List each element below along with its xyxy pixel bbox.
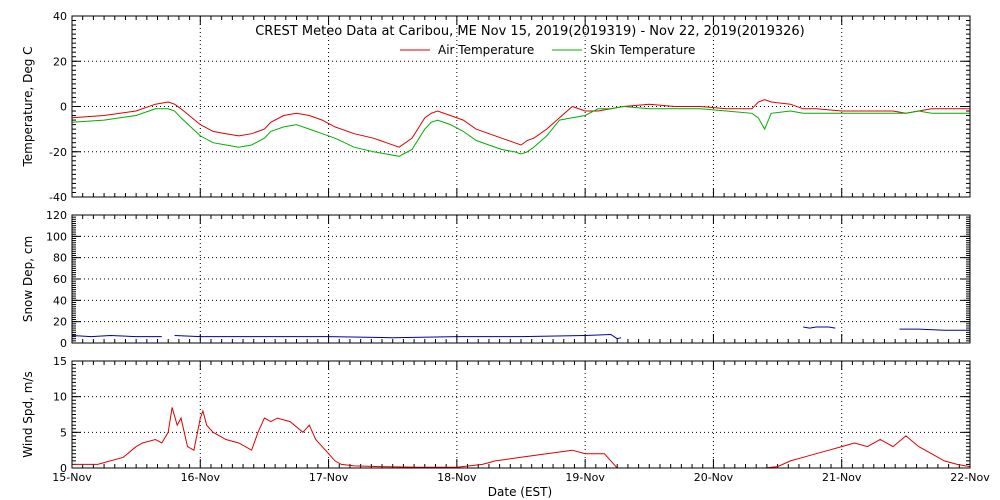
snow-depth-line	[72, 334, 162, 338]
panel-frame	[71, 214, 971, 344]
wind-speed-line	[72, 407, 970, 468]
legend: Air Temperature Skin Temperature	[400, 43, 695, 57]
y-tick-label: 40	[53, 294, 67, 307]
temperature-panel: -40 -20 0 20 40 Temperature, Deg C	[21, 10, 971, 204]
y-tick-label: 20	[53, 316, 67, 329]
x-tick-label: 19-Nov	[565, 471, 605, 484]
x-axis-title: Date (EST)	[488, 485, 552, 499]
snow-depth-panel: 0 20 40 60 80 100 120 Snow Dep, cm	[21, 209, 971, 350]
legend-skin-label: Skin Temperature	[590, 43, 695, 57]
panel-frame	[71, 15, 971, 198]
x-tick-label: 21-Nov	[822, 471, 862, 484]
wind-speed-panel: 0 5 10 15 Wind Spd, m/s 15-Nov 16-Nov 17-Nov 18-…	[21, 355, 990, 484]
y-axis-label: Wind Spd, m/s	[21, 371, 35, 457]
panel-frame	[71, 360, 971, 469]
x-tick-label: 22-Nov	[950, 471, 990, 484]
y-tick-label: 0	[60, 101, 67, 114]
y-tick-label: 100	[46, 230, 67, 243]
y-tick-label: 15	[53, 355, 67, 368]
y-tick-label: 0	[60, 462, 67, 475]
y-tick-label: 120	[46, 209, 67, 222]
air-temperature-line	[72, 99, 970, 148]
y-tick-label: -20	[49, 146, 67, 159]
y-tick-label: 40	[53, 10, 67, 23]
x-tick-label: 16-Nov	[181, 471, 221, 484]
y-tick-label: 5	[60, 426, 67, 439]
snow-depth-line	[803, 326, 836, 329]
y-tick-label: -40	[49, 191, 67, 204]
x-tick-label: 20-Nov	[694, 471, 734, 484]
snow-depth-line	[174, 333, 622, 340]
x-tick-label: 18-Nov	[437, 471, 477, 484]
y-tick-label: 20	[53, 55, 67, 68]
y-tick-label: 60	[53, 273, 67, 286]
x-tick-label: 17-Nov	[309, 471, 349, 484]
y-tick-label: 10	[53, 391, 67, 404]
y-axis-label: Temperature, Deg C	[21, 46, 35, 167]
x-tick-label: 15-Nov	[52, 471, 92, 484]
snow-depth-line	[899, 328, 970, 331]
y-axis-label: Snow Dep, cm	[21, 236, 35, 322]
legend-air-label: Air Temperature	[438, 43, 534, 57]
chart-title: CREST Meteo Data at Caribou, ME Nov 15, …	[255, 24, 805, 39]
y-tick-label: 80	[53, 252, 67, 265]
y-tick-label: 0	[60, 337, 67, 350]
skin-temperature-line	[72, 105, 970, 157]
